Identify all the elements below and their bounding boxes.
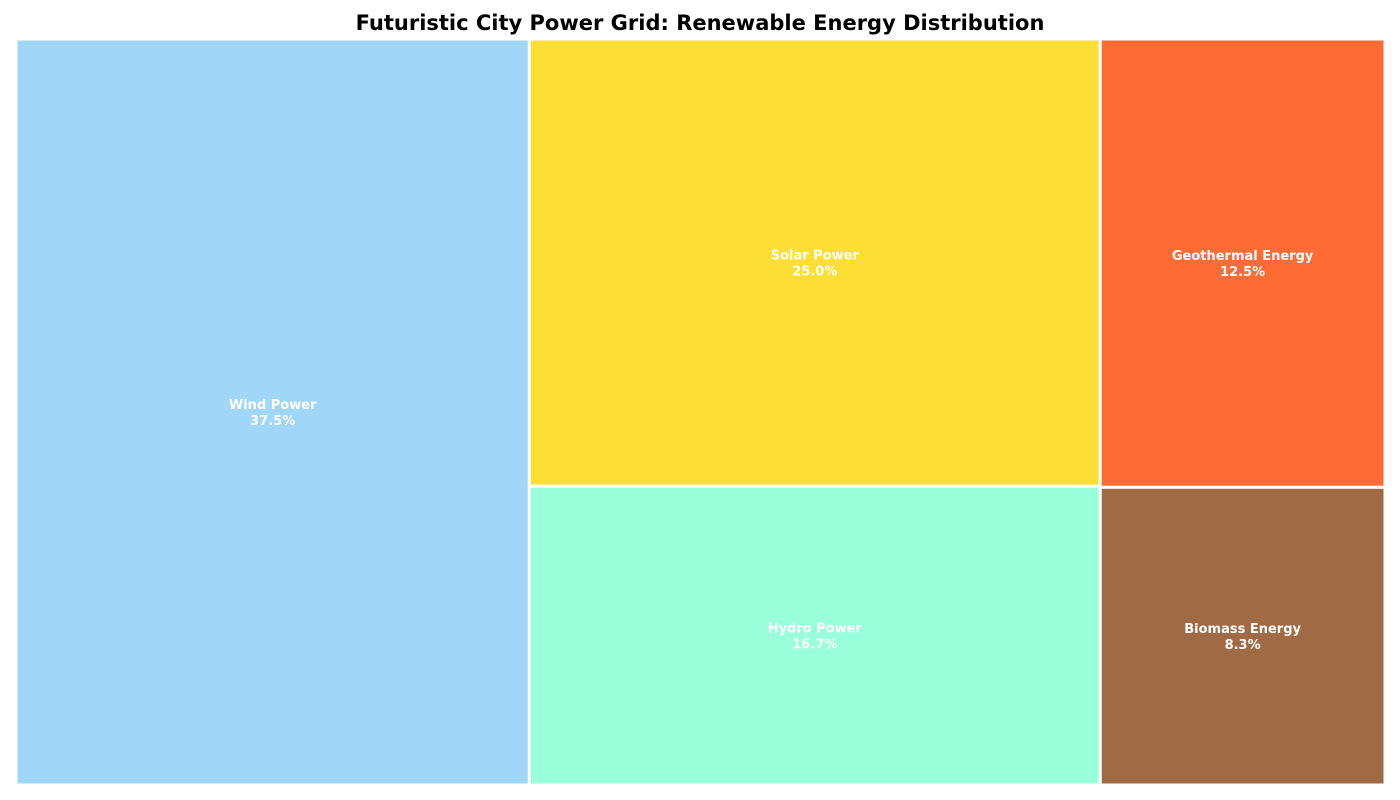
tile-value-label: 16.7%: [792, 638, 837, 653]
tile-name-label: Wind Power: [229, 398, 317, 413]
chart-title: Futuristic City Power Grid: Renewable En…: [355, 11, 1045, 35]
treemap-rect-geothermal-energy: [1098, 37, 1387, 489]
tile-name-label: Geothermal Energy: [1172, 249, 1314, 264]
tile-name-label: Hydro Power: [768, 622, 863, 637]
treemap-rect-solar-power: [527, 37, 1102, 488]
tile-value-label: 37.5%: [250, 414, 295, 429]
treemap-rect-hydro-power: [527, 484, 1102, 787]
treemap-rect-biomass-energy: [1098, 485, 1387, 787]
tile-name-label: Biomass Energy: [1184, 622, 1301, 637]
tile-name-label: Solar Power: [771, 249, 860, 264]
treemap-rect-wind-power: [14, 37, 531, 787]
tile-value-label: 12.5%: [1220, 265, 1265, 280]
tile-value-label: 25.0%: [792, 265, 837, 280]
tile-value-label: 8.3%: [1225, 638, 1261, 653]
